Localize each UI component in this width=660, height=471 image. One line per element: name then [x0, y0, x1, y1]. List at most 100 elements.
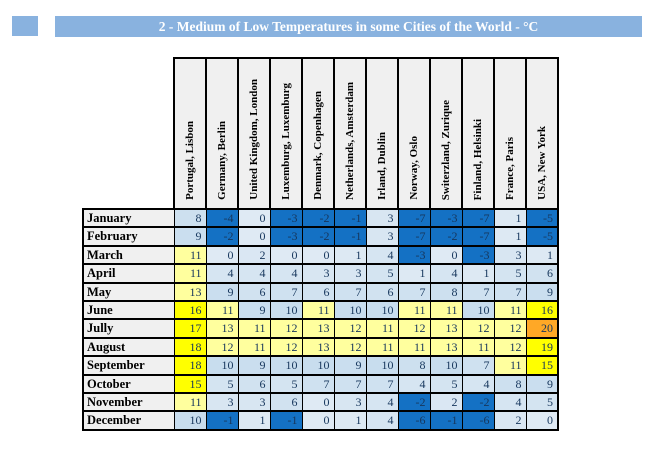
temp-cell: 11: [205, 300, 239, 320]
temp-cell: -5: [525, 226, 559, 247]
temp-cell: 20: [525, 318, 559, 339]
city-header: Germany, Berlin: [205, 57, 239, 210]
temp-cell: -2: [205, 226, 239, 247]
temp-cell: 7: [333, 373, 367, 394]
temp-cell: -1: [333, 226, 367, 247]
temp-cell: -3: [429, 207, 463, 228]
temp-cell: 6: [237, 281, 271, 302]
city-header: USA, New York: [525, 57, 559, 210]
table-row: December 10 -1 1 -1 0 1 4 -6 -1 -6 2 0: [82, 410, 559, 431]
temp-cell: 11: [429, 300, 463, 320]
temp-cell: -3: [269, 226, 303, 247]
temp-cell: -5: [525, 207, 559, 228]
temp-cell: 13: [429, 336, 463, 357]
header-blank-cell: [83, 58, 174, 209]
month-label: December: [82, 410, 175, 431]
temp-cell: -1: [333, 207, 367, 228]
temp-cell: 3: [205, 392, 239, 412]
temp-cell: 1: [461, 263, 495, 284]
temp-cell: 0: [525, 410, 559, 431]
temp-cell: -7: [461, 226, 495, 247]
temp-cell: 0: [237, 226, 271, 247]
temp-cell: 6: [301, 281, 335, 302]
temp-cell: 3: [365, 226, 399, 247]
temperature-table: Portugal, Lisbon Germany, Berlin United Ki…: [82, 57, 559, 431]
table-row: August 18 12 11 12 13 12 11 11 13 11 12 19: [82, 336, 559, 357]
temp-cell: 9: [205, 281, 239, 302]
temp-cell: 11: [237, 318, 271, 339]
month-label: November: [82, 392, 175, 412]
temp-cell: 7: [365, 373, 399, 394]
temp-cell: -7: [397, 226, 431, 247]
temp-cell: 4: [365, 244, 399, 265]
temp-cell: -2: [429, 226, 463, 247]
temp-cell: 4: [461, 373, 495, 394]
table-row: February 9 -2 0 -3 -2 -1 3 -7 -2 -7 1 -5: [82, 226, 559, 247]
temp-cell: 11: [397, 336, 431, 357]
temp-cell: 7: [269, 281, 303, 302]
city-header: France, Paris: [493, 57, 527, 210]
city-header: Portugal, Lisbon: [173, 57, 207, 210]
temp-cell: 11: [173, 263, 207, 284]
temp-cell: 3: [301, 263, 335, 284]
temp-cell: 8: [173, 207, 207, 228]
table-body: January 8 -4 0 -3 -2 -1 3 -7 -3 -7 1 -5 February 9 -2 0-…: [82, 207, 559, 431]
month-label: Jully: [82, 318, 175, 339]
city-header: Luxemburg, Luxemburg: [269, 57, 303, 210]
temp-cell: 1: [333, 244, 367, 265]
temp-cell: 9: [237, 300, 271, 320]
temp-cell: 11: [493, 300, 527, 320]
temp-cell: 9: [237, 355, 271, 376]
temp-cell: 11: [173, 392, 207, 412]
temp-cell: 10: [269, 355, 303, 376]
city-header-label: Finland, Helsinki: [471, 118, 484, 200]
table-row: October 15 5 6 5 7 7 7 4 5 4 8 9: [82, 373, 559, 394]
month-label: February: [82, 226, 175, 247]
temp-cell: 4: [493, 392, 527, 412]
temp-cell: 10: [333, 300, 367, 320]
temp-cell: -1: [205, 410, 239, 431]
city-header: Irland, Dublin: [365, 57, 399, 210]
table-row: January 8 -4 0 -3 -2 -1 3 -7 -3 -7 1 -5: [82, 207, 559, 228]
temp-cell: -3: [397, 244, 431, 265]
temp-cell: 13: [429, 318, 463, 339]
temp-cell: 6: [365, 281, 399, 302]
temp-cell: 17: [173, 318, 207, 339]
temp-cell: 5: [493, 263, 527, 284]
temp-cell: -4: [205, 207, 239, 228]
month-label: April: [82, 263, 175, 284]
temp-cell: 7: [301, 373, 335, 394]
temp-cell: 3: [333, 263, 367, 284]
temp-cell: 6: [269, 392, 303, 412]
temp-cell: 1: [333, 410, 367, 431]
temp-cell: 18: [173, 336, 207, 357]
temp-cell: 15: [525, 355, 559, 376]
temp-cell: 6: [237, 373, 271, 394]
temp-cell: 10: [461, 300, 495, 320]
temp-cell: 8: [493, 373, 527, 394]
temp-cell: 16: [525, 300, 559, 320]
temp-cell: 4: [237, 263, 271, 284]
temp-cell: 5: [205, 373, 239, 394]
temp-cell: -2: [301, 226, 335, 247]
temp-cell: 2: [237, 244, 271, 265]
temp-cell: 12: [333, 336, 367, 357]
temp-cell: -7: [461, 207, 495, 228]
temp-cell: -1: [429, 410, 463, 431]
temp-cell: 7: [461, 281, 495, 302]
city-header: United Kingdom, London: [237, 57, 271, 210]
temp-cell: 4: [365, 410, 399, 431]
temp-cell: 0: [269, 244, 303, 265]
temp-cell: 10: [269, 300, 303, 320]
city-header: Netherlands, Amsterdam: [333, 57, 367, 210]
temp-cell: 2: [429, 392, 463, 412]
temp-cell: 12: [397, 318, 431, 339]
temp-cell: 10: [365, 355, 399, 376]
temp-cell: 11: [397, 300, 431, 320]
table-row: March 11 0 2 0 0 1 4 -3 0 -3 3 1: [82, 244, 559, 265]
temp-cell: 1: [525, 244, 559, 265]
temp-cell: 11: [493, 355, 527, 376]
temp-cell: -7: [397, 207, 431, 228]
temp-cell: 5: [269, 373, 303, 394]
city-header-label: France, Paris: [503, 137, 516, 200]
